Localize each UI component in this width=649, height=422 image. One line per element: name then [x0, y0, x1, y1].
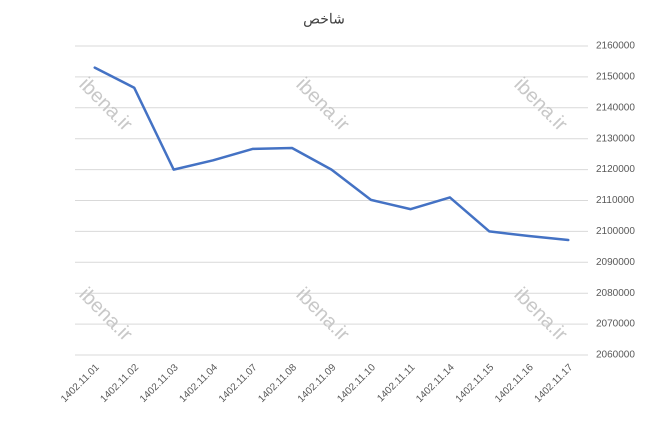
y-tick-label: 2070000	[596, 319, 635, 330]
y-tick-label: 2140000	[596, 102, 635, 113]
y-tick-label: 2080000	[596, 288, 635, 299]
y-tick-label: 2160000	[596, 41, 635, 52]
y-tick-label: 2120000	[596, 164, 635, 175]
y-tick-label: 2130000	[596, 133, 635, 144]
y-tick-label: 2060000	[596, 350, 635, 361]
line	[93, 66, 570, 242]
y-tick-label: 2090000	[596, 257, 635, 268]
chart-title: شاخص	[303, 11, 345, 28]
y-tick-label: 2110000	[596, 195, 635, 206]
y-tick-label: 2150000	[596, 72, 635, 83]
y-tick-label: 2100000	[596, 226, 635, 237]
